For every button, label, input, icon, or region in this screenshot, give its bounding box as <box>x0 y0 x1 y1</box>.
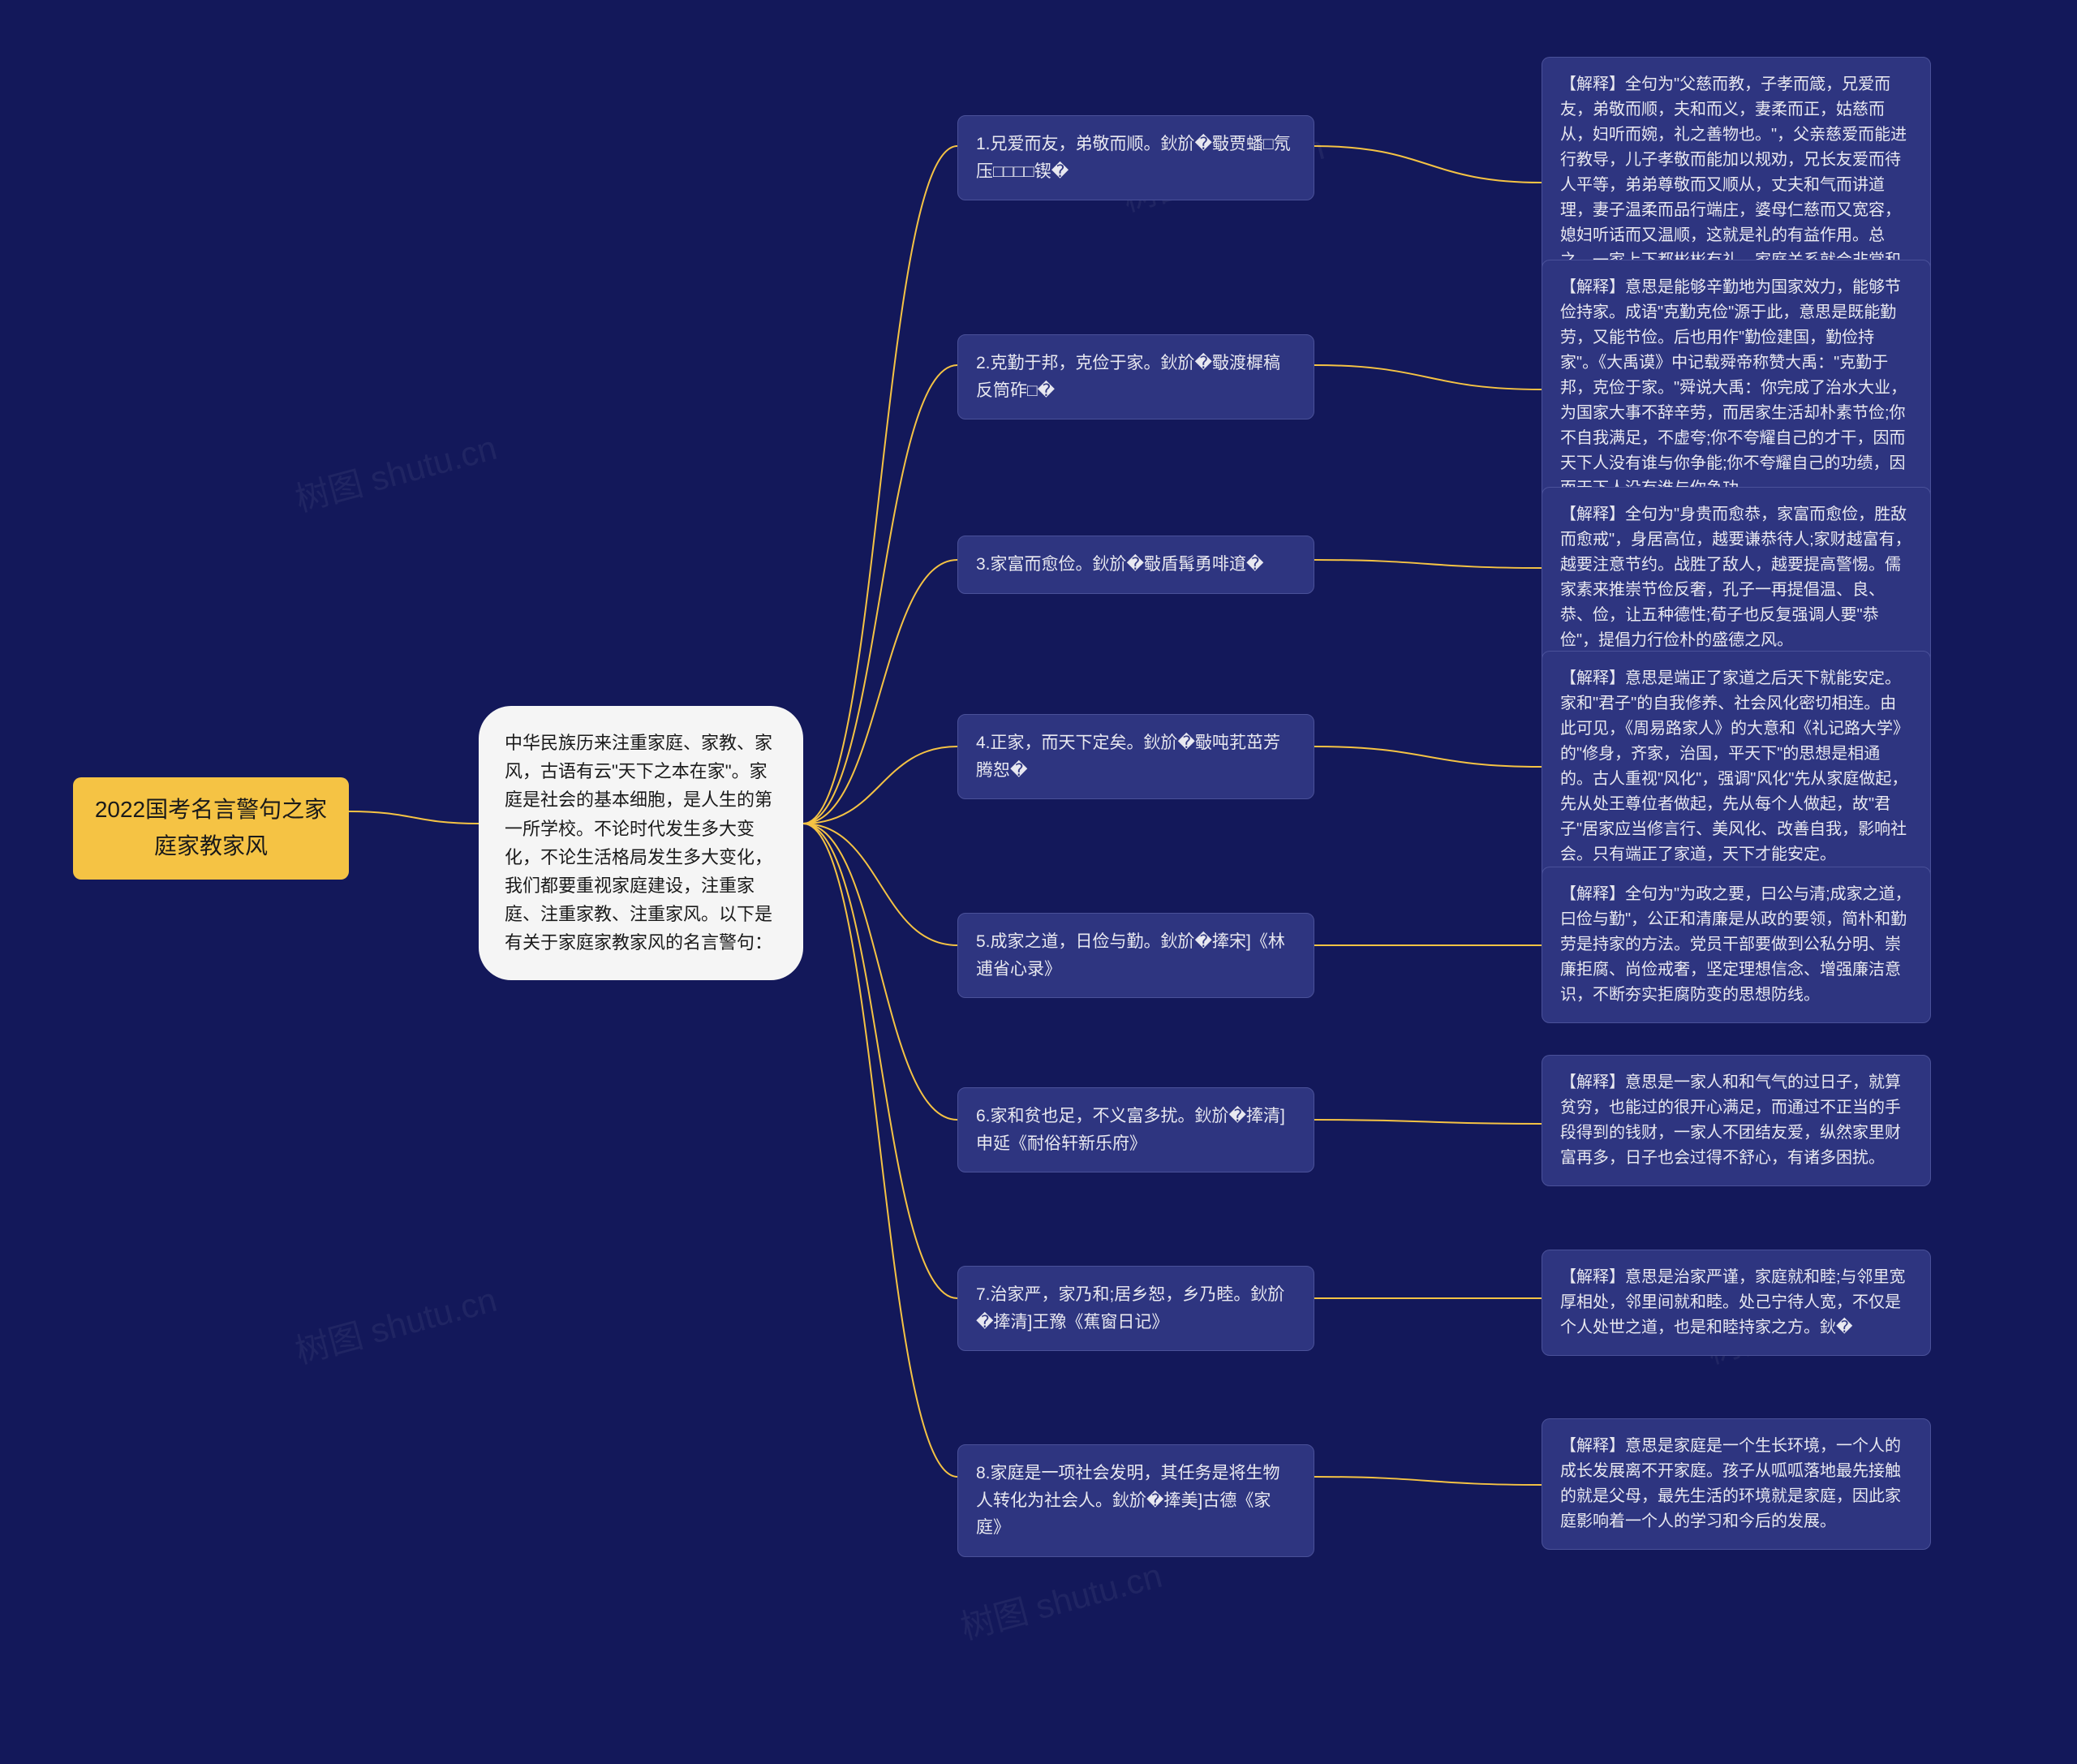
quote-node-4[interactable]: 4.正家，而天下定矣。鈥斺�斀吨芤茁芳腾恕� <box>957 714 1314 799</box>
quote-text: 3.家富而愈俭。鈥斺�斀盾髯勇啡逳� <box>976 555 1264 574</box>
explain-text: 【解释】意思是能够辛勤地为国家效力，能够节俭持家。成语"克勤克俭"源于此，意思是… <box>1560 278 1907 497</box>
watermark: 树图 shutu.cn <box>954 1548 1167 1650</box>
quote-node-2[interactable]: 2.克勤于邦，克俭于家。鈥斺�斀渡樨稿反筒砟□� <box>957 334 1314 419</box>
explain-node-7[interactable]: 【解释】意思是治家严谨，家庭就和睦;与邻里宽厚相处，邻里间就和睦。处己宁待人宽，… <box>1542 1250 1931 1356</box>
explain-text: 【解释】意思是家庭是一个生长环境，一个人的成长发展离不开家庭。孩子从呱呱落地最先… <box>1560 1437 1901 1530</box>
intro-text: 中华民族历来注重家庭、家教、家风，古语有云"天下之本在家"。家庭是社会的基本细胞… <box>505 733 772 953</box>
explain-node-5[interactable]: 【解释】全句为"为政之要，曰公与清;成家之道，曰俭与勤"，公正和清廉是从政的要领… <box>1542 867 1931 1023</box>
explain-node-4[interactable]: 【解释】意思是端正了家道之后天下就能安定。家和"君子"的自我修养、社会风化密切相… <box>1542 651 1931 883</box>
quote-text: 6.家和贫也足，不义富多扰。鈥斺�撁清]申延《耐俗轩新乐府》 <box>976 1107 1285 1153</box>
quote-text: 2.克勤于邦，克俭于家。鈥斺�斀渡樨稿反筒砟□� <box>976 354 1280 400</box>
watermark: 树图 shutu.cn <box>289 420 501 522</box>
quote-text: 7.治家严，家乃和;居乡恕，乡乃睦。鈥斺�撁清]王豫《蕉窗日记》 <box>976 1285 1284 1332</box>
quote-node-3[interactable]: 3.家富而愈俭。鈥斺�斀盾髯勇啡逳� <box>957 536 1314 594</box>
explain-node-8[interactable]: 【解释】意思是家庭是一个生长环境，一个人的成长发展离不开家庭。孩子从呱呱落地最先… <box>1542 1418 1931 1550</box>
quote-text: 5.成家之道，日俭与勤。鈥斺�撁宋]《林逋省心录》 <box>976 932 1285 979</box>
explain-text: 【解释】意思是端正了家道之后天下就能安定。家和"君子"的自我修养、社会风化密切相… <box>1560 669 1909 863</box>
explain-node-2[interactable]: 【解释】意思是能够辛勤地为国家效力，能够节俭持家。成语"克勤克俭"源于此，意思是… <box>1542 260 1931 517</box>
quote-node-5[interactable]: 5.成家之道，日俭与勤。鈥斺�撁宋]《林逋省心录》 <box>957 913 1314 998</box>
watermark: 树图 shutu.cn <box>289 1272 501 1374</box>
quote-text: 8.家庭是一项社会发明，其任务是将生物人转化为社会人。鈥斺�撁美]古德《家庭》 <box>976 1464 1280 1537</box>
quote-node-8[interactable]: 8.家庭是一项社会发明，其任务是将生物人转化为社会人。鈥斺�撁美]古德《家庭》 <box>957 1444 1314 1557</box>
explain-text: 【解释】全句为"为政之要，曰公与清;成家之道，曰俭与勤"，公正和清廉是从政的要领… <box>1560 885 1911 1004</box>
intro-node[interactable]: 中华民族历来注重家庭、家教、家风，古语有云"天下之本在家"。家庭是社会的基本细胞… <box>479 706 803 980</box>
root-node[interactable]: 2022国考名言警句之家庭家教家风 <box>73 777 349 880</box>
root-title: 2022国考名言警句之家庭家教家风 <box>95 797 327 858</box>
explain-text: 【解释】意思是一家人和和气气的过日子，就算贫穷，也能过的很开心满足，而通过不正当… <box>1560 1073 1901 1167</box>
quote-node-1[interactable]: 1.兄爱而友，弟敬而顺。鈥斺�斀贾蟠□氖压□□□□锲� <box>957 115 1314 200</box>
quote-node-7[interactable]: 7.治家严，家乃和;居乡恕，乡乃睦。鈥斺�撁清]王豫《蕉窗日记》 <box>957 1266 1314 1351</box>
explain-node-3[interactable]: 【解释】全句为"身贵而愈恭，家富而愈俭，胜敌而愈戒"，身居高位，越要谦恭待人;家… <box>1542 487 1931 669</box>
quote-text: 4.正家，而天下定矣。鈥斺�斀吨芤茁芳腾恕� <box>976 734 1280 780</box>
explain-node-6[interactable]: 【解释】意思是一家人和和气气的过日子，就算贫穷，也能过的很开心满足，而通过不正当… <box>1542 1055 1931 1186</box>
explain-text: 【解释】意思是治家严谨，家庭就和睦;与邻里宽厚相处，邻里间就和睦。处己宁待人宽，… <box>1560 1268 1906 1336</box>
quote-node-6[interactable]: 6.家和贫也足，不义富多扰。鈥斺�撁清]申延《耐俗轩新乐府》 <box>957 1087 1314 1172</box>
explain-text: 【解释】全句为"身贵而愈恭，家富而愈俭，胜敌而愈戒"，身居高位，越要谦恭待人;家… <box>1560 506 1911 649</box>
quote-text: 1.兄爱而友，弟敬而顺。鈥斺�斀贾蟠□氖压□□□□锲� <box>976 135 1291 181</box>
